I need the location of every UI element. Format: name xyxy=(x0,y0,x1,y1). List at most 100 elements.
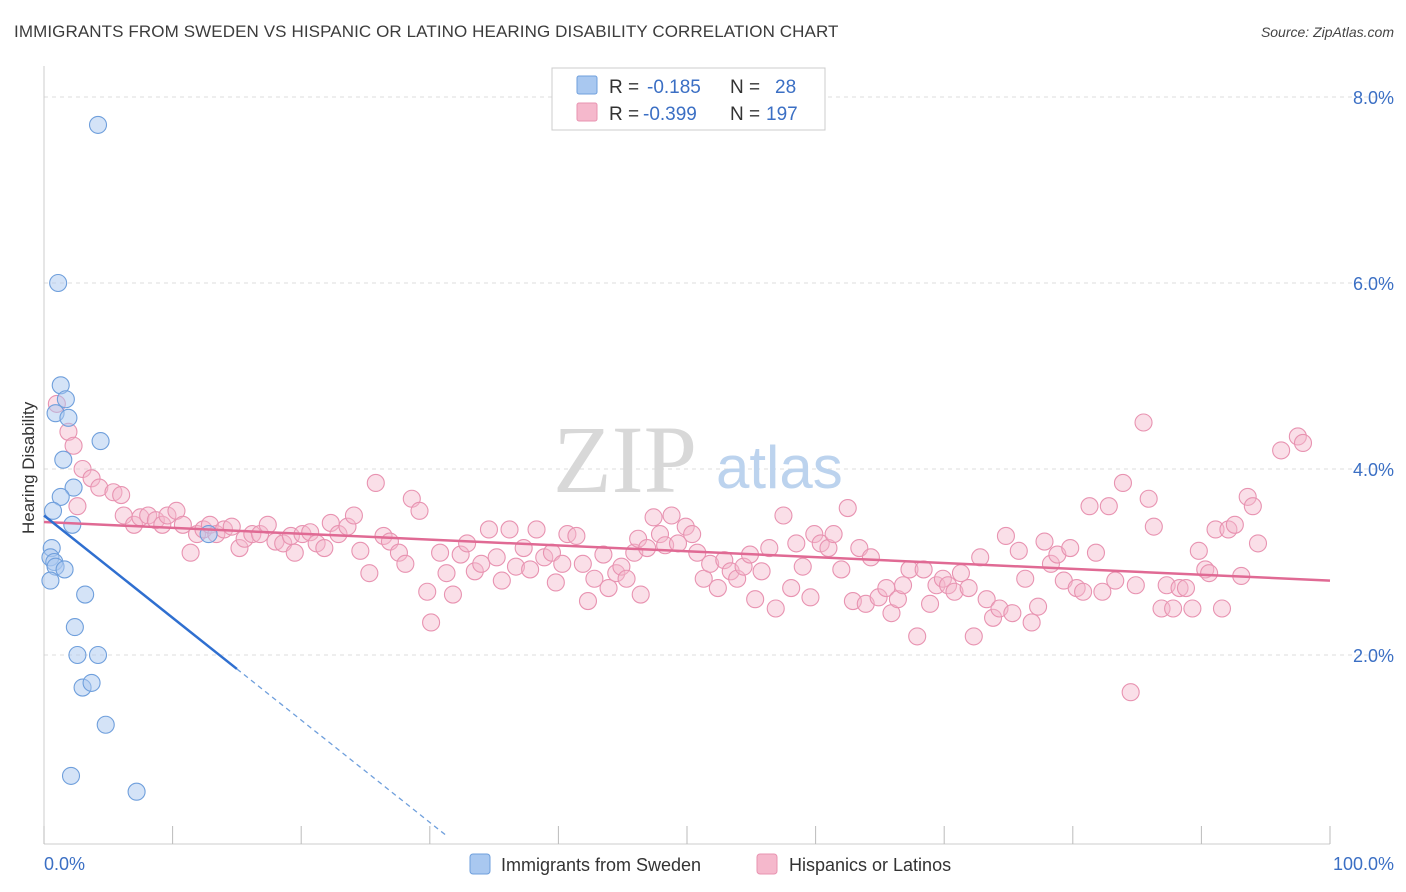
point-hispanics-50 xyxy=(410,501,429,520)
point-hispanics-57 xyxy=(458,534,477,553)
bottom-legend-label-hispanics: Hispanics or Latinos xyxy=(789,855,951,875)
point-hispanics-138 xyxy=(977,590,996,609)
point-hispanics-51 xyxy=(418,582,437,601)
point-hispanics-48 xyxy=(396,554,415,573)
point-hispanics-175 xyxy=(1212,599,1232,618)
bottom-legend-swatch-sweden xyxy=(469,853,491,875)
point-hispanics-142 xyxy=(1003,604,1022,623)
watermark-atlas: atlas xyxy=(716,434,843,501)
point-hispanics-124 xyxy=(888,590,907,609)
point-hispanics-78 xyxy=(599,578,618,598)
point-hispanics-115 xyxy=(832,560,851,579)
point-hispanics-33 xyxy=(285,543,304,562)
point-hispanics-160 xyxy=(1121,683,1140,702)
point-hispanics-145 xyxy=(1022,613,1041,632)
point-hispanics-154 xyxy=(1080,497,1099,516)
legend-r-value-hispanics: -0.399 xyxy=(643,104,697,125)
point-hispanics-81 xyxy=(617,569,636,588)
point-hispanics-43 xyxy=(360,564,379,583)
point-hispanics-143 xyxy=(1009,541,1028,560)
bottom-legend-swatch-hispanics xyxy=(756,853,778,875)
point-hispanics-54 xyxy=(437,564,456,583)
point-hispanics-168 xyxy=(1170,578,1189,598)
point-hispanics-4 xyxy=(82,469,101,488)
point-hispanics-56 xyxy=(451,545,470,564)
point-hispanics-7 xyxy=(112,485,131,505)
point-hispanics-180 xyxy=(1243,497,1262,516)
point-hispanics-156 xyxy=(1093,582,1112,601)
point-hispanics-59 xyxy=(472,554,491,573)
point-sweden-0 xyxy=(88,115,108,134)
point-sweden-7 xyxy=(54,450,73,469)
point-sweden-24 xyxy=(82,673,101,692)
point-hispanics-125 xyxy=(893,576,913,595)
point-hispanics-74 xyxy=(573,554,592,573)
point-hispanics-103 xyxy=(752,562,771,581)
point-hispanics-84 xyxy=(631,585,650,604)
point-hispanics-97 xyxy=(715,551,734,570)
point-hispanics-32 xyxy=(281,526,300,546)
point-hispanics-176 xyxy=(1219,520,1238,539)
y-tick-label-0: 2.0% xyxy=(1353,646,1394,666)
point-hispanics-41 xyxy=(344,506,363,525)
point-hispanics-110 xyxy=(801,588,820,607)
point-hispanics-182 xyxy=(1272,441,1291,460)
point-hispanics-35 xyxy=(301,523,320,542)
point-sweden-19 xyxy=(76,585,95,604)
point-sweden-8 xyxy=(64,478,83,497)
point-hispanics-164 xyxy=(1144,517,1163,536)
point-hispanics-153 xyxy=(1074,582,1093,601)
point-hispanics-66 xyxy=(521,560,540,579)
point-hispanics-92 xyxy=(683,525,702,544)
point-hispanics-86 xyxy=(644,508,663,527)
legend-r-value-sweden: -0.185 xyxy=(647,77,701,98)
x-tick-label-0: 0.0% xyxy=(44,854,85,874)
point-hispanics-173 xyxy=(1200,564,1219,583)
point-hispanics-169 xyxy=(1176,578,1196,598)
x-tick-label-1: 100.0% xyxy=(1333,854,1394,874)
point-sweden-17 xyxy=(55,560,74,579)
y-tick-label-1: 4.0% xyxy=(1353,460,1394,480)
point-hispanics-15 xyxy=(158,506,177,525)
point-hispanics-147 xyxy=(1035,532,1054,551)
point-hispanics-111 xyxy=(805,525,824,544)
chart-title: IMMIGRANTS FROM SWEDEN VS HISPANIC OR LA… xyxy=(14,22,839,41)
point-hispanics-167 xyxy=(1164,599,1183,618)
point-hispanics-28 xyxy=(250,525,270,544)
legend-n-label-hispanics: N = xyxy=(730,104,760,125)
point-hispanics-114 xyxy=(824,525,843,544)
point-sweden-9 xyxy=(51,487,70,506)
point-hispanics-105 xyxy=(766,599,785,618)
point-hispanics-75 xyxy=(578,592,598,611)
point-hispanics-25 xyxy=(230,538,249,558)
point-hispanics-134 xyxy=(951,564,970,583)
legend-swatch-hispanics xyxy=(576,102,598,122)
point-hispanics-129 xyxy=(921,594,940,613)
point-hispanics-163 xyxy=(1139,489,1158,508)
y-tick-label-2: 6.0% xyxy=(1353,274,1394,294)
point-hispanics-58 xyxy=(465,562,484,581)
series-hispanics-points xyxy=(47,394,1313,702)
point-hispanics-14 xyxy=(153,515,172,534)
legend-n-value-hispanics: 197 xyxy=(766,104,798,125)
point-hispanics-63 xyxy=(500,520,519,539)
point-hispanics-62 xyxy=(492,571,511,590)
point-hispanics-107 xyxy=(782,578,801,598)
point-hispanics-109 xyxy=(793,557,812,576)
point-hispanics-133 xyxy=(945,582,964,601)
point-hispanics-73 xyxy=(567,526,586,546)
point-hispanics-47 xyxy=(389,543,408,562)
watermark-zip: ZIP xyxy=(553,406,697,513)
point-sweden-25 xyxy=(96,715,115,734)
point-hispanics-60 xyxy=(479,520,499,539)
point-hispanics-37 xyxy=(315,538,334,558)
point-hispanics-72 xyxy=(558,525,577,544)
point-hispanics-171 xyxy=(1189,541,1208,560)
point-hispanics-116 xyxy=(838,499,857,518)
y-tick-label-3: 8.0% xyxy=(1353,88,1394,108)
point-hispanics-96 xyxy=(708,578,727,598)
point-hispanics-64 xyxy=(506,557,526,576)
point-sweden-1 xyxy=(49,273,68,293)
point-hispanics-95 xyxy=(701,554,720,573)
point-sweden-5 xyxy=(59,408,78,427)
